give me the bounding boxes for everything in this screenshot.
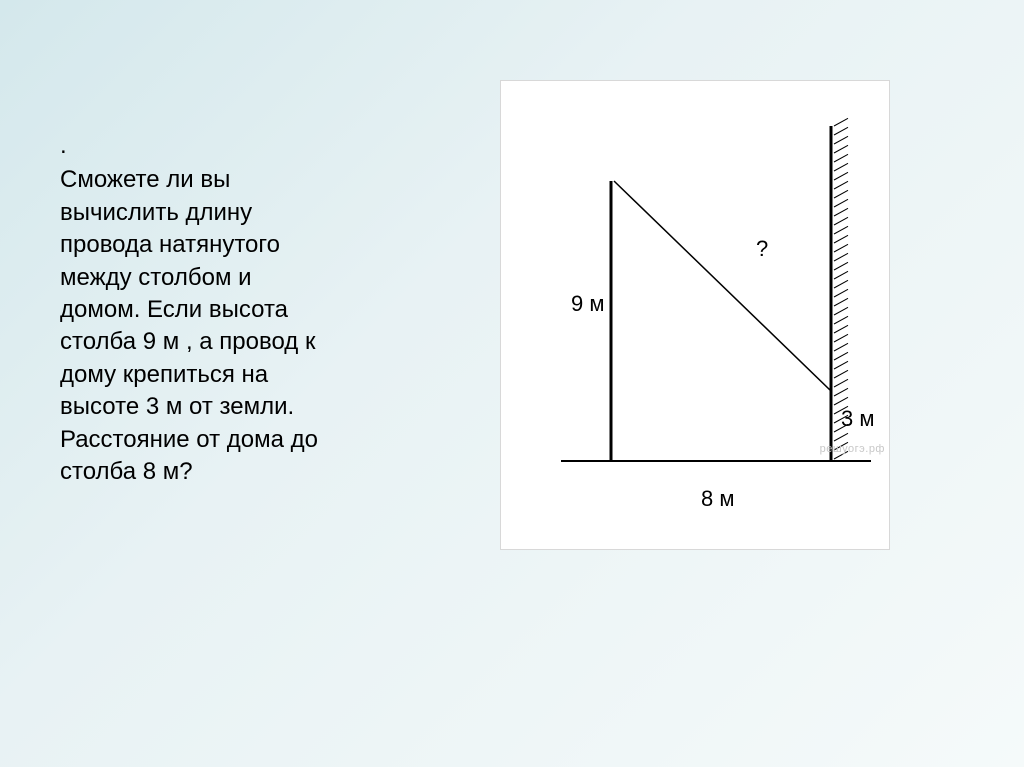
hatch-line bbox=[834, 316, 848, 324]
label-unknown: ? bbox=[756, 236, 768, 261]
hatch-line bbox=[834, 217, 848, 225]
hatch-line bbox=[834, 226, 848, 234]
hatch-line bbox=[834, 379, 848, 387]
hatch-line bbox=[834, 361, 848, 369]
label-pole-height: 9 м bbox=[571, 291, 604, 316]
hatch-line bbox=[834, 334, 848, 342]
bullet-dot: . bbox=[60, 130, 320, 162]
hatch-line bbox=[834, 145, 848, 153]
hatch-line bbox=[834, 172, 848, 180]
problem-text-block: . Сможете ли вы вычислить длину провода … bbox=[60, 130, 320, 488]
hatch-line bbox=[834, 352, 848, 360]
diagram-container: 9 м 3 м 8 м ? решуогэ.рф bbox=[500, 80, 890, 550]
hatch-line bbox=[834, 397, 848, 405]
hatch-line bbox=[834, 127, 848, 135]
hatch-line bbox=[834, 199, 848, 207]
hatch-line bbox=[834, 325, 848, 333]
slide-content: . Сможете ли вы вычислить длину провода … bbox=[0, 0, 1024, 767]
hatch-line bbox=[834, 271, 848, 279]
diagram: 9 м 3 м 8 м ? решуогэ.рф bbox=[501, 81, 889, 549]
hatch-line bbox=[834, 154, 848, 162]
problem-text: Сможете ли вы вычислить длину провода на… bbox=[60, 164, 320, 488]
watermark: решуогэ.рф bbox=[820, 443, 885, 455]
hatch-line bbox=[834, 343, 848, 351]
hatch-line bbox=[834, 370, 848, 378]
hatch-line bbox=[834, 190, 848, 198]
diagram-svg: 9 м 3 м 8 м ? bbox=[501, 81, 891, 551]
hatch-line bbox=[834, 244, 848, 252]
hatch-line bbox=[834, 208, 848, 216]
label-distance: 8 м bbox=[701, 486, 734, 511]
hatch-line bbox=[834, 298, 848, 306]
hatch-line bbox=[834, 163, 848, 171]
hatch-line bbox=[834, 235, 848, 243]
hatch-line bbox=[834, 388, 848, 396]
hatch-line bbox=[834, 253, 848, 261]
label-wall-attach: 3 м bbox=[841, 406, 874, 431]
hatch-line bbox=[834, 181, 848, 189]
hatch-line bbox=[834, 289, 848, 297]
hatch-line bbox=[834, 280, 848, 288]
hatch-line bbox=[834, 136, 848, 144]
hatch-line bbox=[834, 307, 848, 315]
hatch-line bbox=[834, 118, 848, 126]
hatch-line bbox=[834, 262, 848, 270]
hatch-line bbox=[834, 433, 848, 441]
wire-line bbox=[614, 181, 831, 391]
